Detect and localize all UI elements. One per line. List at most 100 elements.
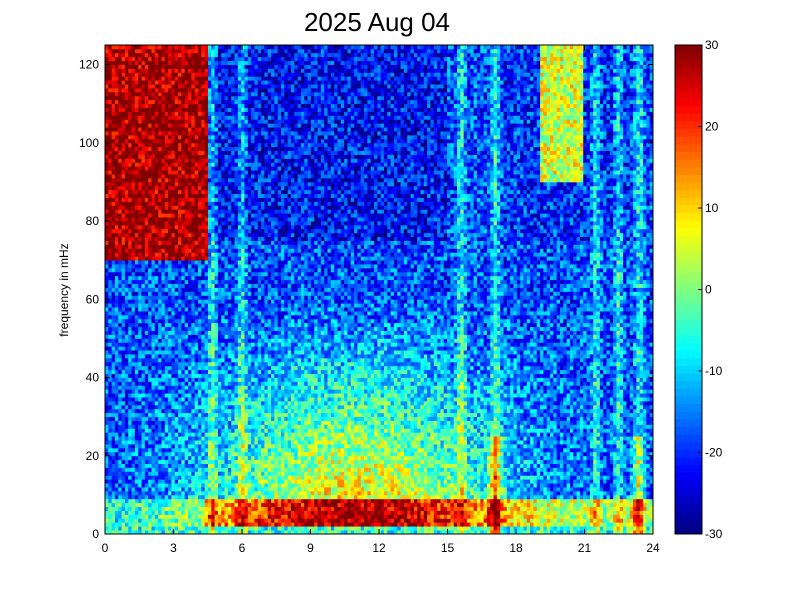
heatmap-cell [148,483,152,488]
heatmap-cell [108,322,113,328]
heatmap-cell [231,189,235,195]
heatmap-cell [148,463,152,468]
heatmap-cell [114,494,119,500]
heatmap-cell [118,228,122,234]
heatmap-cell [105,138,109,144]
heatmap-cell [121,252,126,257]
heatmap-cell [128,221,132,226]
heatmap-cell [164,467,169,472]
heatmap-cell [174,287,179,292]
heatmap-cell [204,275,209,281]
heatmap-cell [201,342,206,347]
heatmap-cell [141,228,146,234]
heatmap-cell [227,158,232,163]
heatmap-cell [124,487,129,492]
heatmap-cell [188,244,192,249]
heatmap-cell [204,350,209,355]
heatmap-cell [201,123,206,128]
heatmap-cell [105,307,109,312]
heatmap-cell [108,424,113,429]
heatmap-cell [151,68,156,73]
heatmap-cell [221,459,225,464]
heatmap-cell [231,346,235,351]
heatmap-cell [124,119,129,124]
heatmap-cell [161,381,166,386]
heatmap-cell [221,299,225,304]
heatmap-cell [108,455,113,461]
heatmap-cell [108,346,113,351]
heatmap-cell [114,119,119,124]
heatmap-cell [134,111,139,116]
heatmap-cell [141,514,146,519]
heatmap-cell [128,264,132,269]
heatmap-cell [234,88,239,93]
heatmap-cell [227,506,232,511]
heatmap-cell [151,397,156,402]
heatmap-cell [114,400,119,406]
heatmap-cell [211,385,215,390]
heatmap-cell [144,451,149,457]
heatmap-cell [191,361,196,367]
heatmap-cell [158,451,162,457]
heatmap-cell [171,68,176,73]
heatmap-cell [124,205,129,210]
heatmap-cell [168,389,172,394]
heatmap-cell [204,88,209,93]
heatmap-cell [217,502,222,508]
heatmap-cell [184,455,189,461]
heatmap-cell [161,514,166,519]
heatmap-cell [148,498,152,504]
heatmap-cell [178,444,182,449]
heatmap-cell [144,518,149,523]
heatmap-cell [214,459,219,464]
heatmap-cell [128,303,132,308]
heatmap-cell [201,522,206,527]
heatmap-cell [191,479,196,484]
heatmap-cell [158,361,162,367]
heatmap-cell [124,295,129,300]
heatmap-cell [178,314,182,320]
heatmap-cell [144,385,149,390]
heatmap-cell [178,326,182,331]
heatmap-cell [151,295,156,300]
heatmap-cell [224,264,229,269]
heatmap-cell [124,494,129,500]
heatmap-cell [171,142,176,148]
heatmap-cell [138,404,142,410]
heatmap-cell [151,510,156,515]
heatmap-cell [134,346,139,351]
heatmap-cell [114,432,119,437]
heatmap-cell [231,350,235,355]
heatmap-cell [211,291,215,296]
heatmap-cell [138,221,142,226]
heatmap-cell [204,518,209,523]
heatmap-cell [178,224,182,230]
heatmap-cell [161,56,166,62]
heatmap-cell [121,174,126,179]
heatmap-cell [191,84,196,89]
heatmap-cell [207,60,212,65]
heatmap-cell [158,68,162,73]
heatmap-cell [207,236,212,241]
heatmap-cell [164,311,169,316]
heatmap-cell [124,138,129,144]
heatmap-cell [108,502,113,508]
heatmap-cell [194,357,199,363]
heatmap-cell [227,530,232,535]
heatmap-cell [164,487,169,492]
heatmap-cell [111,287,116,292]
heatmap-cell [181,455,186,461]
heatmap-cell [207,455,212,461]
heatmap-cell [138,146,142,152]
heatmap-cell [217,338,222,343]
heatmap-cell [234,463,239,468]
heatmap-cell [141,60,146,65]
heatmap-cell [227,80,232,85]
heatmap-cell [171,88,176,93]
heatmap-cell [211,502,215,508]
heatmap-cell [124,526,129,531]
heatmap-cell [105,510,109,515]
heatmap-cell [111,381,116,386]
heatmap-cell [144,354,149,359]
heatmap-cell [161,483,166,488]
